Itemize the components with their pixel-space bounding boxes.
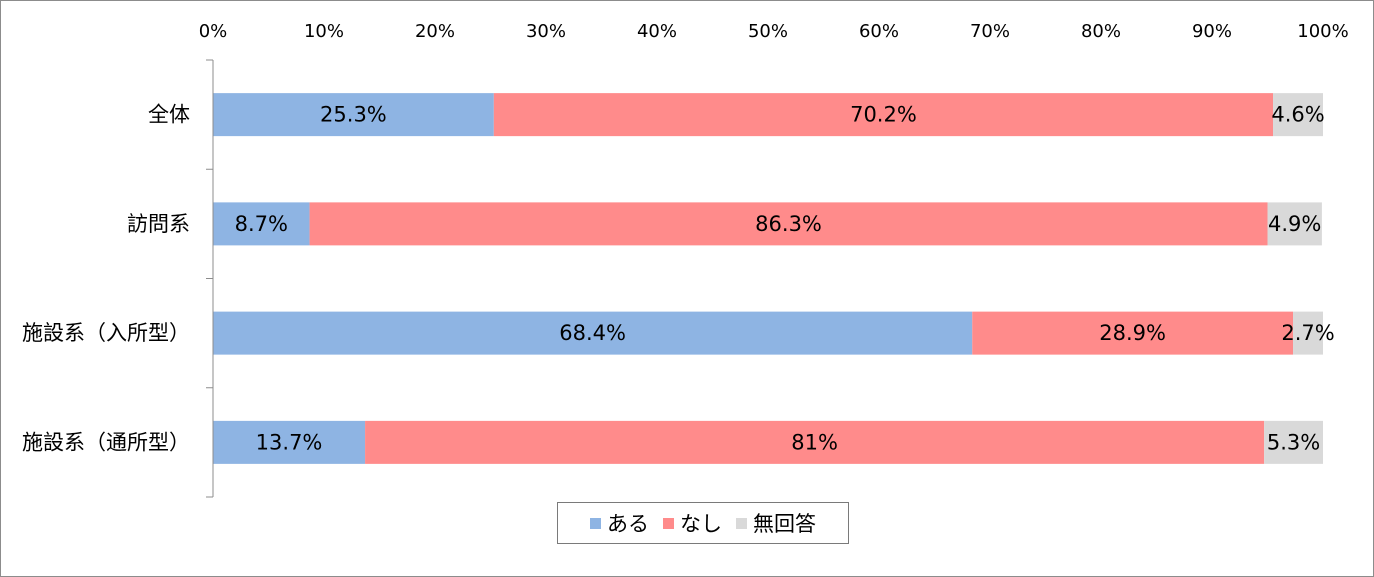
bar-segment [309,202,1268,246]
legend-label-mukaito: 無回答 [753,512,816,536]
legend-swatch-nashi [663,517,674,529]
data-label: 25.3% [320,103,387,127]
legend-label-aru: ある [607,512,649,536]
legend-swatch-mukaito [736,517,747,529]
x-tick-label: 60% [859,21,899,42]
bar-segment [213,93,494,137]
x-tick-label: 70% [970,21,1010,42]
x-tick-label: 50% [748,21,788,42]
bar-segment [493,93,1274,137]
legend-item-aru: ある [590,508,649,538]
data-label: 4.9% [1268,212,1321,236]
x-tick-label: 90% [1192,21,1232,42]
data-label: 70.2% [850,103,917,127]
legend: ある なし 無回答 [557,502,849,544]
x-tick-label: 40% [637,21,677,42]
legend-swatch-aru [590,517,601,529]
data-label: 28.9% [1099,321,1166,345]
data-label: 81% [791,430,838,454]
data-label: 4.6% [1271,103,1324,127]
x-tick-label: 100% [1297,21,1348,42]
bar-segment [1267,202,1322,246]
category-label: 全体 [148,103,190,127]
x-tick-label: 30% [526,21,566,42]
x-tick-label: 0% [199,21,228,42]
bar-segment [213,311,973,355]
bar-segment [1264,420,1323,464]
legend-item-mukaito: 無回答 [736,508,816,538]
category-label: 施設系（入所型） [22,321,190,345]
x-tick-label: 20% [415,21,455,42]
category-label: 訪問系 [127,212,190,236]
bar-segment [1273,93,1323,137]
legend-label-nashi: なし [680,512,722,536]
category-label: 施設系（通所型） [22,430,190,454]
x-tick-label: 10% [304,21,344,42]
bar-segment [365,420,1265,464]
data-label: 5.3% [1267,430,1320,454]
bar-segment [1293,311,1323,355]
bar-segment [213,420,366,464]
bar-segment [213,202,310,246]
data-label: 8.7% [235,212,288,236]
data-label: 68.4% [559,321,626,345]
data-label: 13.7% [256,430,323,454]
legend-item-nashi: なし [663,508,722,538]
bar-segment [972,311,1294,355]
x-tick-label: 80% [1081,21,1121,42]
data-label: 2.7% [1281,321,1334,345]
data-label: 86.3% [755,212,822,236]
